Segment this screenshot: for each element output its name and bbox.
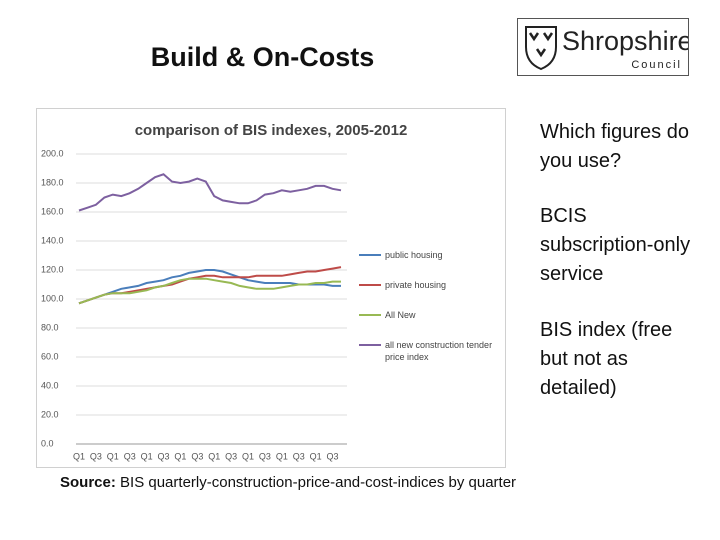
logo-art: Shropshire Council xyxy=(525,26,693,71)
y-tick-label: 200.0 xyxy=(41,148,64,158)
x-tick-label: Q1 xyxy=(208,451,220,461)
x-tick-label: Q1 xyxy=(242,451,254,461)
y-tick-label: 60.0 xyxy=(41,351,59,361)
chart-title: comparison of BIS indexes, 2005-2012 xyxy=(135,122,408,139)
y-tick-label: 0.0 xyxy=(41,438,54,448)
x-tick-label: Q3 xyxy=(191,451,203,461)
source: Source: BIS quarterly-construction-price… xyxy=(60,474,516,491)
source-text: BIS quarterly-construction-price-and-cos… xyxy=(120,474,517,491)
x-tick-label: Q1 xyxy=(107,451,119,461)
logo-name: Shropshire xyxy=(562,26,688,56)
chart: comparison of BIS indexes, 2005-2012 0.0… xyxy=(41,122,408,461)
y-tick-label: 160.0 xyxy=(41,206,64,216)
note: BCIS subscription-only service xyxy=(540,205,691,285)
x-tick-label: Q3 xyxy=(225,451,237,461)
y-tick-label: 140.0 xyxy=(41,235,64,245)
legend-label: All New xyxy=(385,310,416,320)
legend-label: public housing xyxy=(385,250,443,260)
source-label: Source: xyxy=(60,474,116,491)
y-tick-label: 120.0 xyxy=(41,264,64,274)
x-tick-label: Q1 xyxy=(174,451,186,461)
x-tick-label: Q1 xyxy=(141,451,153,461)
x-tick-label: Q3 xyxy=(259,451,271,461)
y-tick-label: 80.0 xyxy=(41,322,59,332)
logo-sub: Council xyxy=(631,59,682,71)
logo: Shropshire Council xyxy=(517,18,693,76)
note: BIS index (free but not as detailed) xyxy=(540,319,673,399)
x-tick-label: Q3 xyxy=(124,451,136,461)
slide-title: Build & On-Costs xyxy=(150,42,375,72)
x-tick-label: Q3 xyxy=(327,451,339,461)
x-tick-label: Q1 xyxy=(73,451,85,461)
series-line xyxy=(78,277,341,305)
x-tick-label: Q3 xyxy=(158,451,170,461)
legend-label: private housing xyxy=(385,280,447,290)
x-tick-label: Q3 xyxy=(90,451,102,461)
y-tick-label: 100.0 xyxy=(41,293,64,303)
series-line xyxy=(78,173,342,212)
y-tick-label: 40.0 xyxy=(41,380,59,390)
chart-frame: comparison of BIS indexes, 2005-2012 0.0… xyxy=(36,108,506,468)
x-tick-label: Q1 xyxy=(310,451,322,461)
legend-label: all new construction tender price index xyxy=(385,340,493,362)
shield-emblem xyxy=(528,32,554,58)
y-tick-label: 180.0 xyxy=(41,177,64,187)
y-tick-label: 20.0 xyxy=(41,409,59,419)
x-tick-label: Q3 xyxy=(293,451,305,461)
note: Which figures do you use? xyxy=(540,121,689,172)
x-tick-label: Q1 xyxy=(276,451,288,461)
